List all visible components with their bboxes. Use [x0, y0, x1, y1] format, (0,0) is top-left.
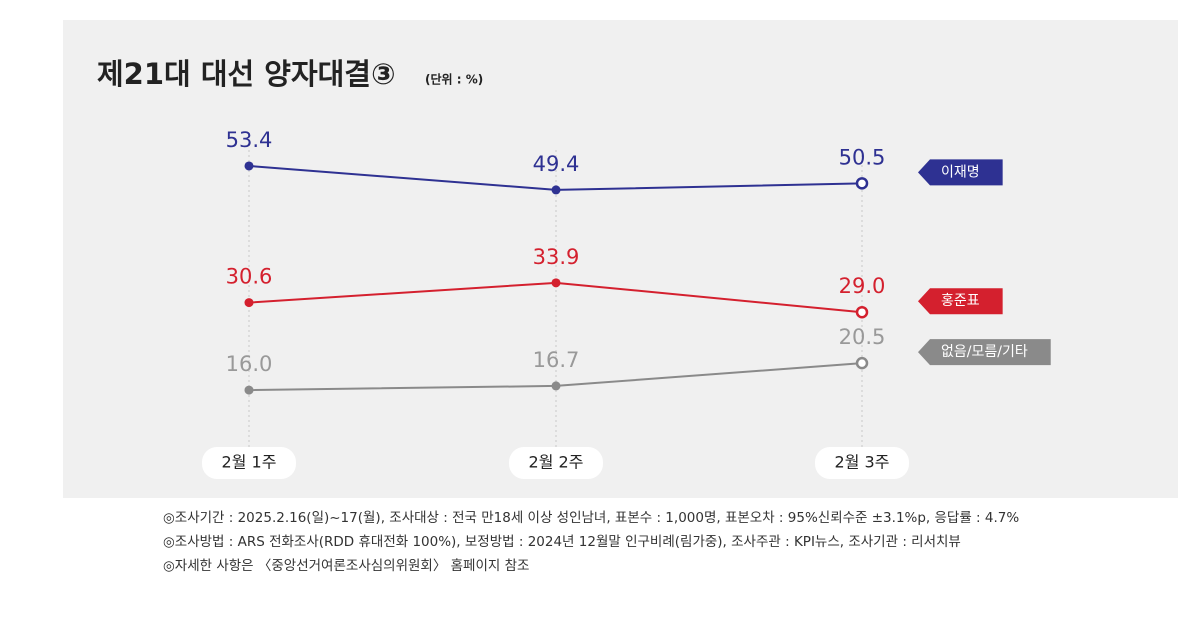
legend-label: 없음/모름/기타: [941, 344, 1028, 360]
value-label: 50.5: [839, 145, 886, 169]
point: [855, 177, 869, 190]
x-tick-label: 2월 1주: [222, 453, 277, 472]
value-label: 29.0: [839, 274, 886, 298]
value-label: 16.7: [533, 348, 580, 372]
point: [551, 185, 561, 195]
category-pill: [815, 447, 909, 479]
note: ◎조사방법 : ARS 전화조사(RDD 휴대전화 100%), 보정방법 : …: [163, 534, 961, 550]
point: [244, 298, 254, 308]
legend-tag: [918, 339, 1051, 366]
point: [244, 161, 254, 171]
point: [551, 278, 561, 288]
value-label: 49.4: [533, 152, 580, 176]
category-pill: [509, 447, 603, 479]
value-label: 30.6: [226, 265, 273, 289]
legend-label: 홍준표: [941, 293, 980, 309]
point: [244, 385, 254, 395]
point: [855, 305, 869, 319]
note: ◎조사기간 : 2025.2.16(일)~17(월), 조사대상 : 전국 만1…: [163, 510, 1019, 526]
panel: [63, 20, 1178, 498]
x-tick-label: 2월 2주: [529, 453, 584, 472]
point: [855, 356, 869, 370]
legend-tag: [918, 159, 1003, 186]
value-label: 53.4: [226, 128, 273, 152]
value-label: 16.0: [226, 352, 273, 376]
point: [551, 381, 561, 391]
value-label: 20.5: [839, 325, 886, 349]
category-pill: [202, 447, 296, 479]
x-tick-label: 2월 3주: [835, 453, 890, 472]
note: ◎자세한 사항은 〈중앙선거여론조사심의위원회〉 홈페이지 참조: [163, 558, 529, 574]
legend-tag: [918, 288, 1003, 315]
chart-subtitle: (단위 : %): [425, 72, 483, 87]
value-label: 33.9: [533, 245, 580, 269]
legend-label: 이재명: [941, 164, 980, 180]
chart-title: 제21대 대선 양자대결③: [97, 57, 396, 91]
